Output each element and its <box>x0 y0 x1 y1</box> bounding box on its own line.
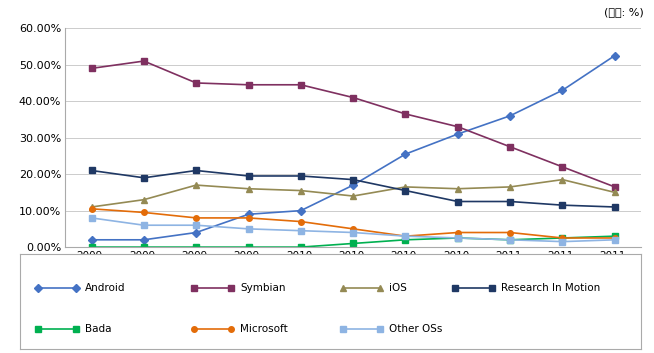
iOS <box>611 190 619 195</box>
iOS <box>297 189 305 193</box>
Research In Motion <box>349 178 357 182</box>
Text: iOS: iOS <box>389 282 407 293</box>
Bada <box>454 236 462 240</box>
Symbian <box>559 165 566 169</box>
Microsoft <box>297 220 305 224</box>
Research In Motion <box>140 176 148 180</box>
Text: Other OSs: Other OSs <box>389 323 443 334</box>
Bada <box>297 245 305 249</box>
Text: Bada: Bada <box>85 323 111 334</box>
Microsoft <box>192 216 200 220</box>
Line: iOS: iOS <box>89 177 617 210</box>
iOS <box>402 185 409 189</box>
iOS <box>192 183 200 187</box>
Bada <box>611 234 619 238</box>
Microsoft <box>402 234 409 238</box>
Research In Motion <box>297 174 305 178</box>
iOS <box>88 205 95 209</box>
Research In Motion <box>611 205 619 209</box>
Research In Motion <box>506 199 514 204</box>
Microsoft <box>140 210 148 215</box>
Other OSs <box>297 229 305 233</box>
Symbian <box>245 83 252 87</box>
Bada <box>140 245 148 249</box>
Other OSs <box>88 216 95 220</box>
iOS <box>140 198 148 202</box>
Research In Motion <box>192 168 200 173</box>
Research In Motion <box>402 189 409 193</box>
Symbian <box>349 95 357 100</box>
Other OSs <box>402 234 409 238</box>
Symbian <box>611 185 619 189</box>
Research In Motion <box>88 168 95 173</box>
Android <box>349 183 357 187</box>
Microsoft <box>559 236 566 240</box>
Android <box>297 209 305 213</box>
Text: Symbian: Symbian <box>240 282 286 293</box>
Android <box>245 212 252 216</box>
Symbian <box>506 145 514 149</box>
Bada <box>88 245 95 249</box>
iOS <box>349 194 357 198</box>
Microsoft <box>349 227 357 231</box>
Android <box>140 238 148 242</box>
iOS <box>245 187 252 191</box>
iOS <box>559 178 566 182</box>
Symbian <box>88 66 95 71</box>
Other OSs <box>349 231 357 235</box>
iOS <box>506 185 514 189</box>
Research In Motion <box>559 203 566 207</box>
Symbian <box>454 125 462 129</box>
Symbian <box>140 59 148 63</box>
Line: Bada: Bada <box>89 233 617 250</box>
Text: Research In Motion: Research In Motion <box>501 282 600 293</box>
Bada <box>245 245 252 249</box>
Bada <box>506 238 514 242</box>
Microsoft <box>454 231 462 235</box>
Text: Microsoft: Microsoft <box>240 323 288 334</box>
Line: Other OSs: Other OSs <box>89 215 617 244</box>
Microsoft <box>245 216 252 220</box>
Other OSs <box>559 239 566 244</box>
Research In Motion <box>245 174 252 178</box>
Symbian <box>402 112 409 116</box>
Other OSs <box>192 223 200 227</box>
Bada <box>402 238 409 242</box>
Bada <box>559 236 566 240</box>
Android <box>559 88 566 92</box>
Other OSs <box>245 227 252 231</box>
Microsoft <box>611 236 619 240</box>
Bada <box>192 245 200 249</box>
Android <box>611 53 619 58</box>
Other OSs <box>506 238 514 242</box>
Text: (단위: %): (단위: %) <box>604 7 644 17</box>
Research In Motion <box>454 199 462 204</box>
Bada <box>349 241 357 246</box>
Android <box>506 114 514 118</box>
Android <box>454 132 462 136</box>
Other OSs <box>454 236 462 240</box>
Android <box>88 238 95 242</box>
Line: Symbian: Symbian <box>89 58 617 190</box>
Android <box>402 152 409 156</box>
Line: Research In Motion: Research In Motion <box>89 168 617 210</box>
Microsoft <box>506 231 514 235</box>
Android <box>192 231 200 235</box>
Line: Microsoft: Microsoft <box>89 206 617 241</box>
Other OSs <box>611 238 619 242</box>
Microsoft <box>88 207 95 211</box>
Text: Android: Android <box>85 282 126 293</box>
Symbian <box>192 81 200 85</box>
Line: Android: Android <box>89 53 617 243</box>
Symbian <box>297 83 305 87</box>
Other OSs <box>140 223 148 227</box>
iOS <box>454 187 462 191</box>
